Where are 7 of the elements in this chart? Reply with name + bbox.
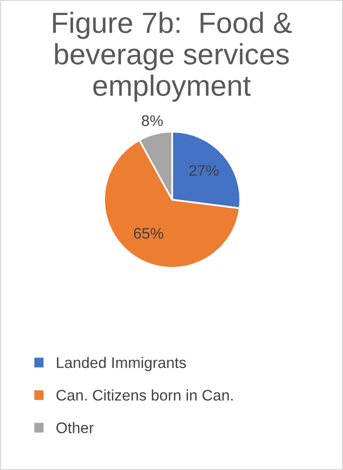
data-label: 27%	[189, 165, 219, 176]
legend-label: Other	[56, 422, 94, 434]
chart-title: Figure 7b: Food & beverage services employment	[53, 12, 292, 102]
data-label: 8%	[142, 115, 163, 126]
data-label: 65%	[134, 228, 164, 239]
legend-label: Can. Citizens born in Can.	[56, 389, 233, 401]
legend-label: Landed Immigrants	[56, 356, 186, 372]
